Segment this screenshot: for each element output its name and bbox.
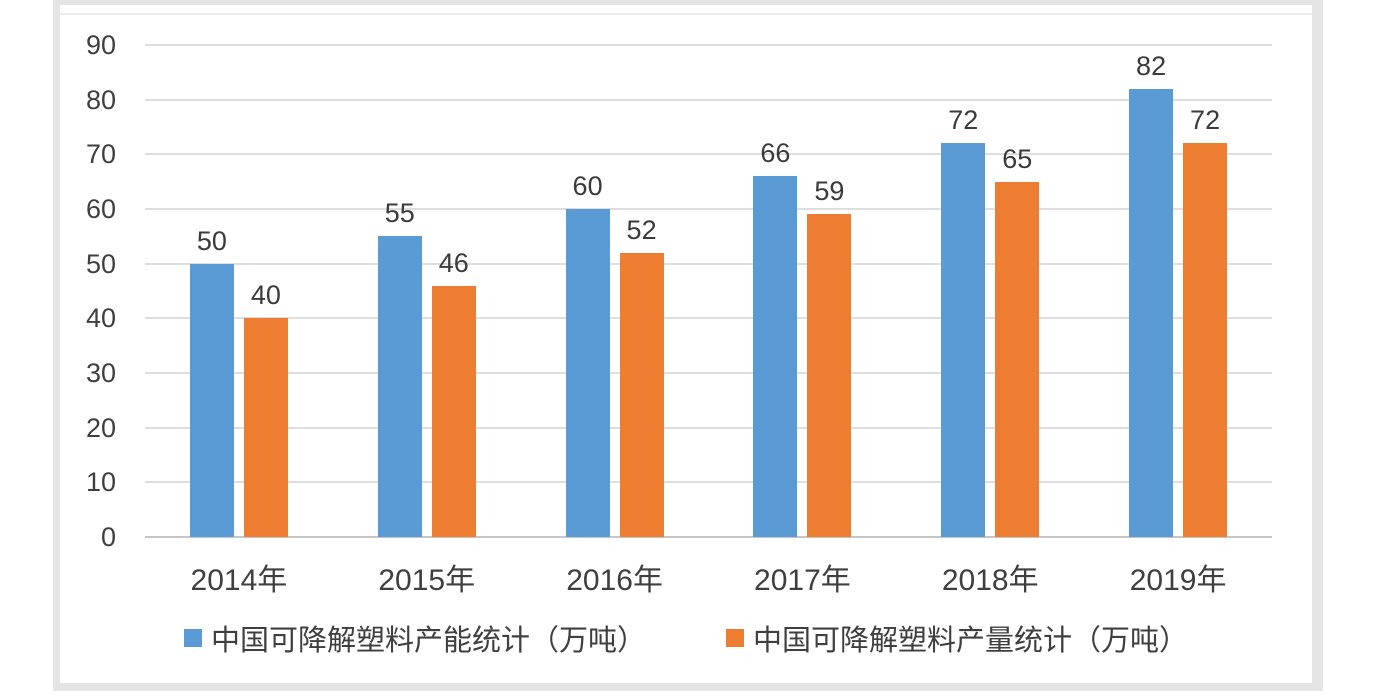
chart-panel: 0 10 20 30 40 50 60 70 80 90 50 40 55 46 60 52 66 59 72 65… <box>53 0 1323 691</box>
bar-value-label-capacity-2017年: 66 <box>760 138 791 169</box>
legend-swatch-output <box>726 629 744 647</box>
bar-value-label-output-2019年: 72 <box>1190 105 1221 136</box>
x-category-label-2016年: 2016年 <box>566 564 663 597</box>
bar-capacity-2014年 <box>189 263 234 537</box>
y-tick-label-80: 80 <box>85 84 116 115</box>
gridline-20 <box>145 426 1272 429</box>
gridline-0 <box>145 536 1272 538</box>
bar-output-2019年 <box>1183 143 1228 537</box>
y-tick-label-70: 70 <box>85 139 116 170</box>
bar-output-2016年 <box>619 252 664 537</box>
bar-output-2017年 <box>807 214 852 537</box>
bar-value-label-output-2017年: 59 <box>814 176 845 207</box>
bar-capacity-2019年 <box>1129 88 1174 537</box>
bar-capacity-2015年 <box>377 236 422 537</box>
bar-output-2014年 <box>243 318 288 537</box>
gridline-80 <box>145 98 1272 101</box>
x-category-label-2019年: 2019年 <box>1129 564 1227 597</box>
y-tick-label-40: 40 <box>85 303 116 334</box>
bar-capacity-2018年 <box>941 143 986 537</box>
y-tick-label-20: 20 <box>85 412 116 443</box>
x-category-label-2017年: 2017年 <box>754 564 851 597</box>
y-tick-label-50: 50 <box>85 248 116 279</box>
legend: 中国可降解塑料产能统计（万吨） 中国可降解塑料产量统计（万吨） <box>60 617 1312 659</box>
x-category-label-2018年: 2018年 <box>941 564 1039 597</box>
bar-value-label-capacity-2014年: 50 <box>196 225 227 256</box>
legend-label-output: 中国可降解塑料产量统计（万吨） <box>753 625 1189 657</box>
legend-swatch-capacity <box>183 629 202 647</box>
x-category-label-2015年: 2015年 <box>378 564 476 597</box>
y-tick-label-60: 60 <box>85 194 116 224</box>
bar-value-label-output-2015年: 46 <box>438 247 469 278</box>
gridline-90 <box>145 44 1272 46</box>
legend-label-capacity: 中国可降解塑料产能统计（万吨） <box>210 625 646 657</box>
bar-value-label-output-2014年: 40 <box>250 280 281 311</box>
bar-value-label-capacity-2018年: 72 <box>948 105 979 136</box>
bar-chart: 0 10 20 30 40 50 60 70 80 90 50 40 55 46 60 52 66 59 72 65… <box>60 5 1312 683</box>
gridline-70 <box>145 153 1272 156</box>
bar-output-2018年 <box>995 181 1040 537</box>
bar-value-label-output-2018年: 65 <box>1002 143 1033 174</box>
legend-item-output: 中国可降解塑料产量统计（万吨） <box>726 617 1188 659</box>
bar-value-label-capacity-2015年: 55 <box>384 198 415 229</box>
gridline-50 <box>145 262 1272 265</box>
y-tick-label-30: 30 <box>85 358 116 388</box>
gridline-30 <box>145 372 1272 374</box>
legend-item-capacity: 中国可降解塑料产能统计（万吨） <box>183 617 646 659</box>
gridline-60 <box>145 208 1272 210</box>
y-tick-label-0: 0 <box>100 522 116 552</box>
gridline-10 <box>145 481 1272 484</box>
gridline-40 <box>145 317 1272 320</box>
bar-capacity-2017年 <box>753 176 798 537</box>
bar-value-label-output-2016年: 52 <box>626 214 657 245</box>
bar-capacity-2016年 <box>565 209 610 537</box>
bar-value-label-capacity-2019年: 82 <box>1136 50 1167 81</box>
bar-output-2015年 <box>431 285 476 537</box>
y-tick-label-90: 90 <box>85 30 116 60</box>
x-category-label-2014年: 2014年 <box>190 564 288 597</box>
bar-value-label-capacity-2016年: 60 <box>572 171 603 201</box>
y-tick-label-10: 10 <box>85 467 116 498</box>
